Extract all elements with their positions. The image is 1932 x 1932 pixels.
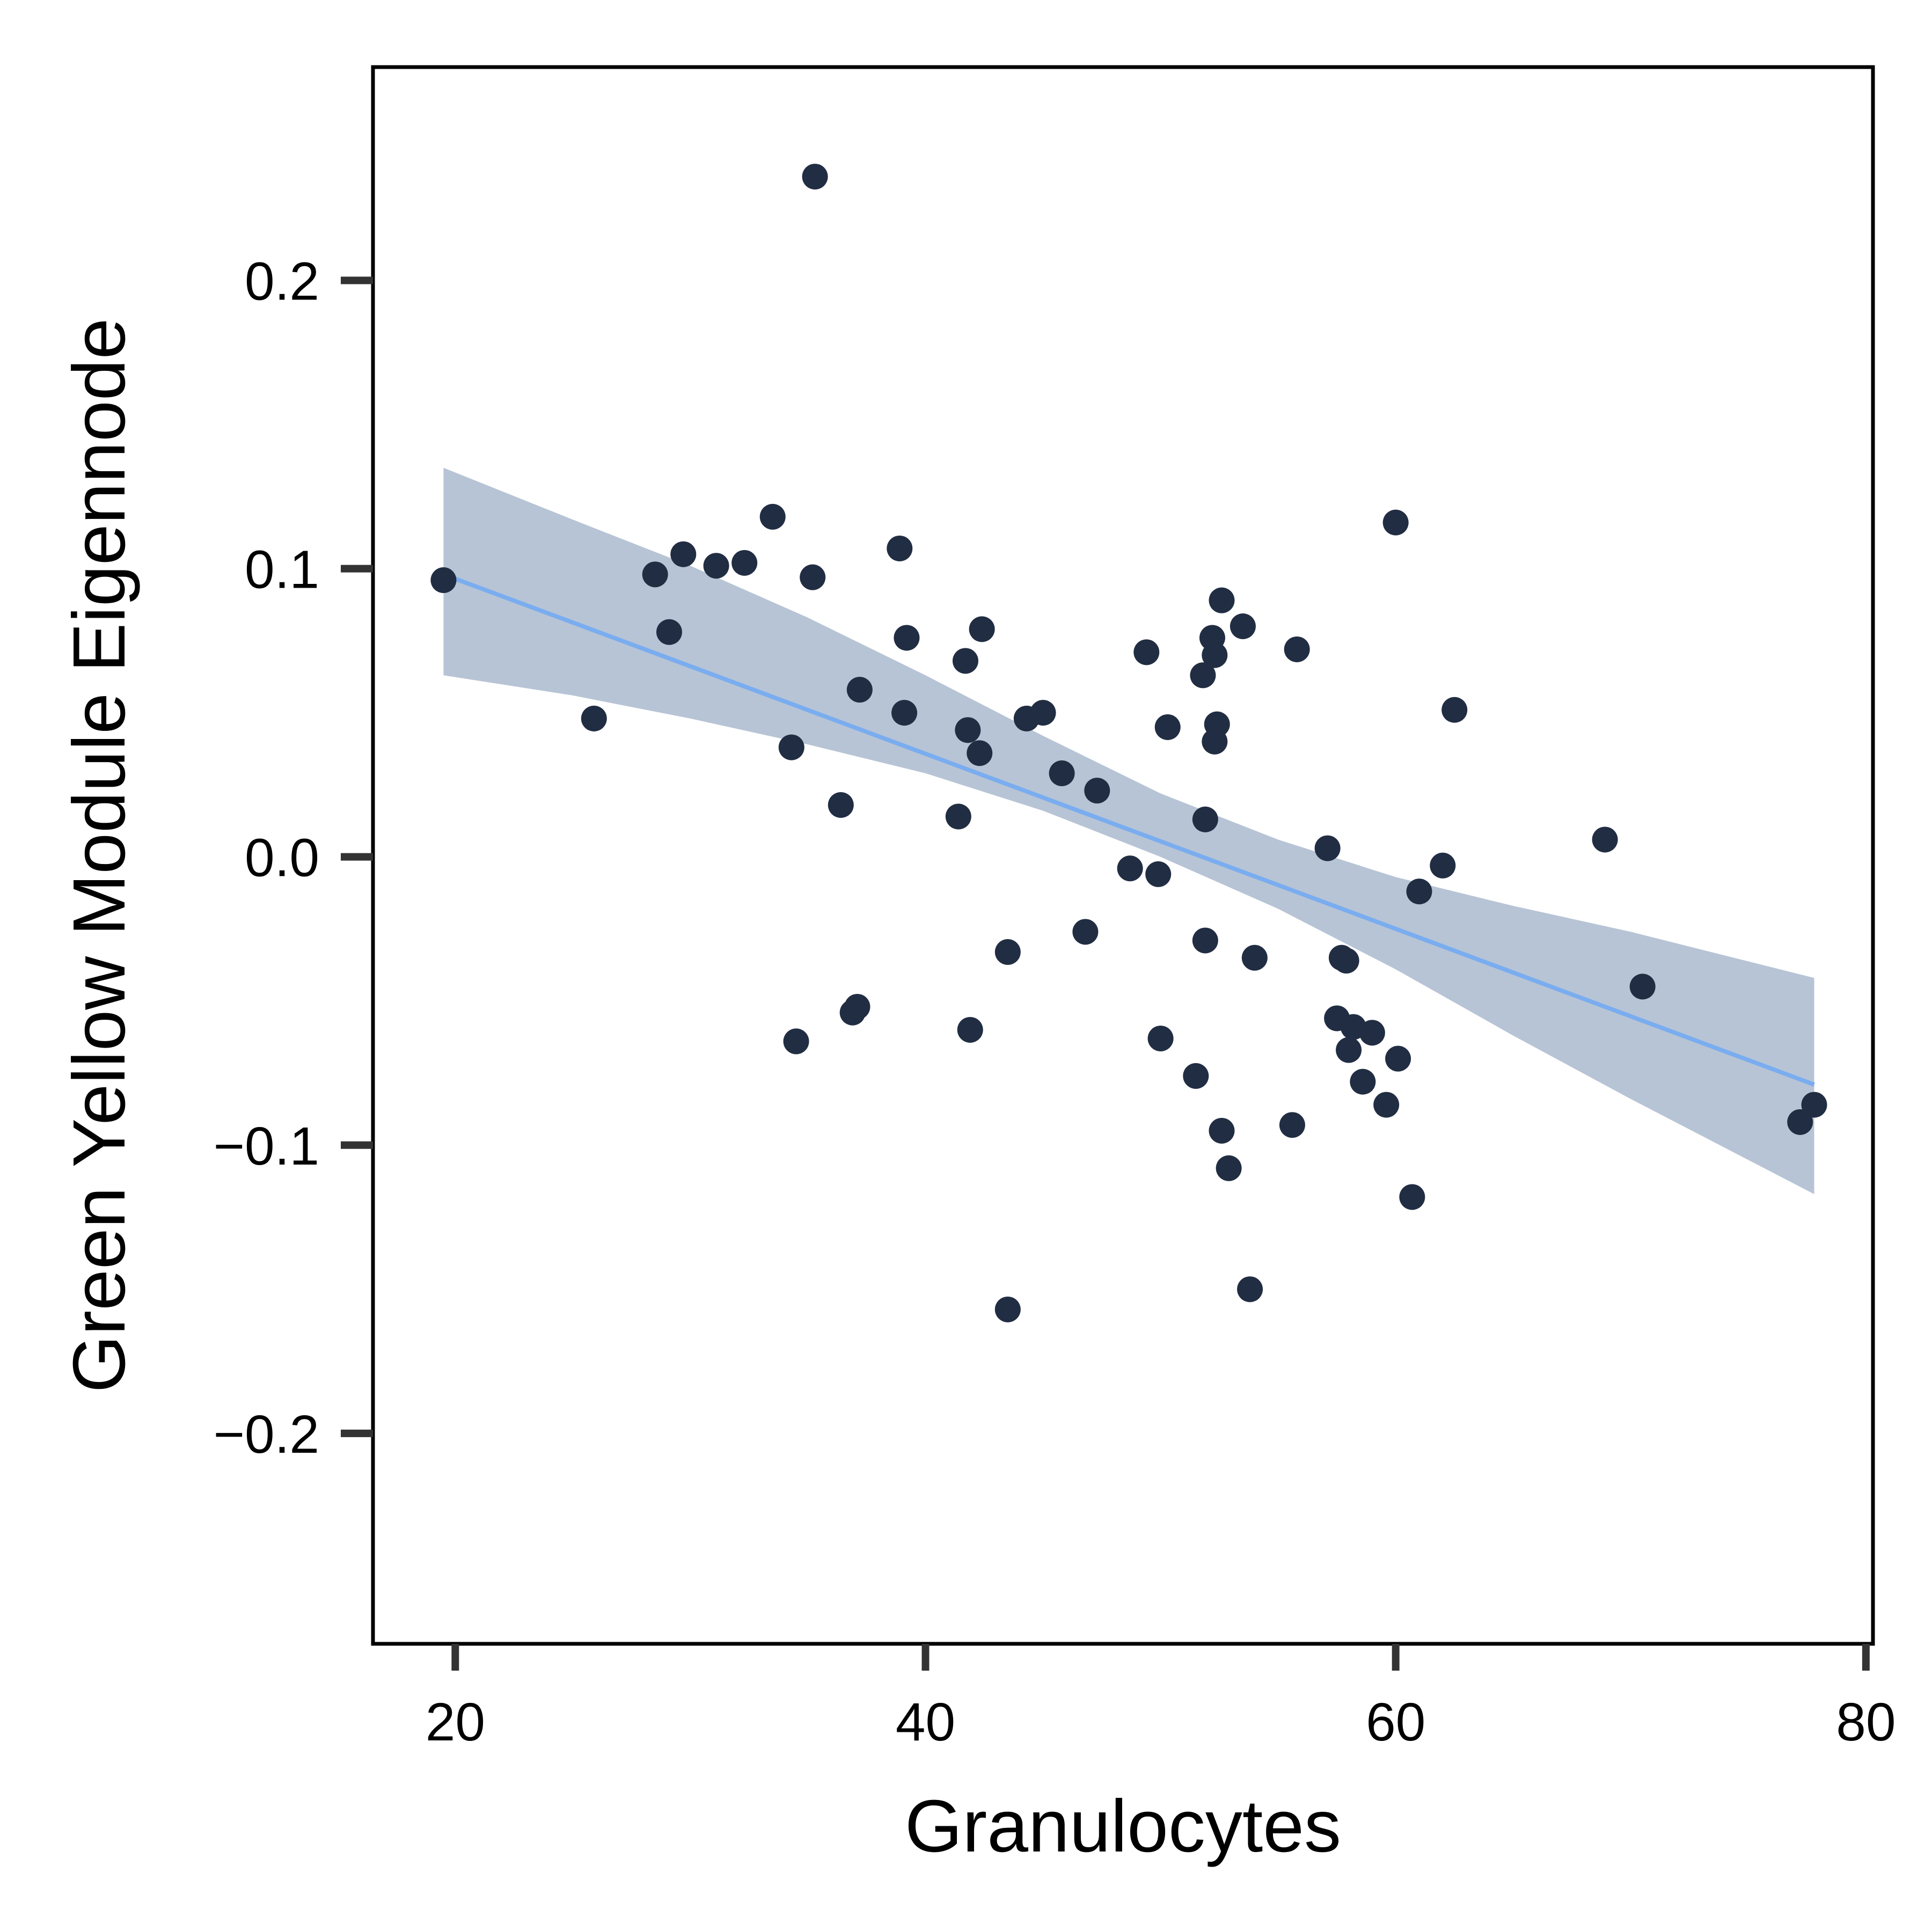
data-point xyxy=(1333,948,1359,974)
data-point xyxy=(1202,642,1228,668)
data-point xyxy=(1192,806,1218,832)
data-point xyxy=(670,541,697,567)
data-point xyxy=(430,567,457,594)
data-point xyxy=(1399,1184,1425,1210)
x-axis-ticks: 20 40 60 80 xyxy=(426,1644,1896,1752)
data-point xyxy=(731,550,758,576)
data-point xyxy=(656,619,682,645)
data-point xyxy=(1216,1155,1242,1181)
data-point xyxy=(844,993,870,1020)
data-point xyxy=(1084,778,1110,804)
y-axis-title: Green Yellow Module Eigennode xyxy=(58,318,141,1393)
y-tick-label: 0.2 xyxy=(245,251,319,311)
data-point xyxy=(783,1028,809,1055)
data-point xyxy=(800,564,826,590)
data-point xyxy=(994,1296,1021,1322)
data-point xyxy=(828,792,854,818)
data-point xyxy=(1801,1092,1827,1118)
data-point xyxy=(967,740,993,766)
y-tick-label: −0.1 xyxy=(214,1116,319,1176)
data-point xyxy=(1441,697,1468,723)
data-point xyxy=(1204,711,1230,737)
y-tick-label: 0.0 xyxy=(245,828,319,888)
data-point xyxy=(1359,1020,1385,1046)
data-point xyxy=(1284,636,1310,662)
data-point xyxy=(1385,1045,1411,1072)
x-tick-label: 40 xyxy=(896,1692,955,1752)
data-point xyxy=(1192,927,1218,954)
data-point xyxy=(994,939,1021,965)
data-point xyxy=(1183,1063,1209,1089)
data-point xyxy=(1629,974,1656,1000)
y-axis-ticks: −0.2 −0.1 0.0 0.1 0.2 xyxy=(214,251,373,1465)
x-tick-label: 20 xyxy=(426,1692,485,1752)
data-point xyxy=(1373,1092,1400,1118)
data-point xyxy=(1279,1112,1305,1138)
data-point xyxy=(957,1016,983,1043)
data-point xyxy=(1072,919,1099,945)
data-point xyxy=(891,700,918,726)
data-point xyxy=(1336,1037,1362,1063)
data-point xyxy=(1406,879,1432,905)
data-point xyxy=(1145,861,1172,887)
data-point xyxy=(887,535,913,561)
data-point xyxy=(1241,945,1268,971)
data-point xyxy=(969,616,995,642)
data-point xyxy=(1430,852,1456,879)
data-point xyxy=(1030,700,1056,726)
data-point xyxy=(1230,613,1256,639)
data-point xyxy=(1787,1109,1813,1135)
data-point xyxy=(703,553,729,579)
data-point xyxy=(945,803,971,830)
data-point xyxy=(1147,1026,1174,1052)
data-point xyxy=(581,705,607,731)
x-tick-label: 80 xyxy=(1836,1692,1896,1752)
data-point xyxy=(1049,760,1075,786)
data-point xyxy=(1209,1117,1235,1144)
data-point xyxy=(894,625,920,651)
data-point xyxy=(1237,1276,1263,1302)
data-point xyxy=(846,677,873,703)
data-point xyxy=(955,717,981,743)
points-layer xyxy=(430,164,1827,1322)
data-point xyxy=(1117,855,1143,882)
data-point xyxy=(1350,1069,1376,1095)
x-tick-label: 60 xyxy=(1366,1692,1425,1752)
y-tick-label: −0.2 xyxy=(214,1404,319,1465)
y-tick-label: 0.1 xyxy=(245,540,319,600)
data-point xyxy=(1592,826,1618,853)
data-point xyxy=(1190,662,1216,689)
data-point xyxy=(1133,639,1160,665)
data-point xyxy=(778,734,804,760)
data-point xyxy=(1314,835,1341,861)
x-axis-title: Granulocytes xyxy=(905,1785,1341,1868)
data-point xyxy=(1154,714,1181,740)
data-point xyxy=(1209,587,1235,613)
fit-line-layer xyxy=(443,572,1815,1087)
data-point xyxy=(642,561,668,588)
regression-line xyxy=(443,572,1815,1087)
data-point xyxy=(1382,509,1409,536)
data-point xyxy=(802,164,828,190)
data-point xyxy=(952,648,978,674)
data-point xyxy=(759,503,786,530)
